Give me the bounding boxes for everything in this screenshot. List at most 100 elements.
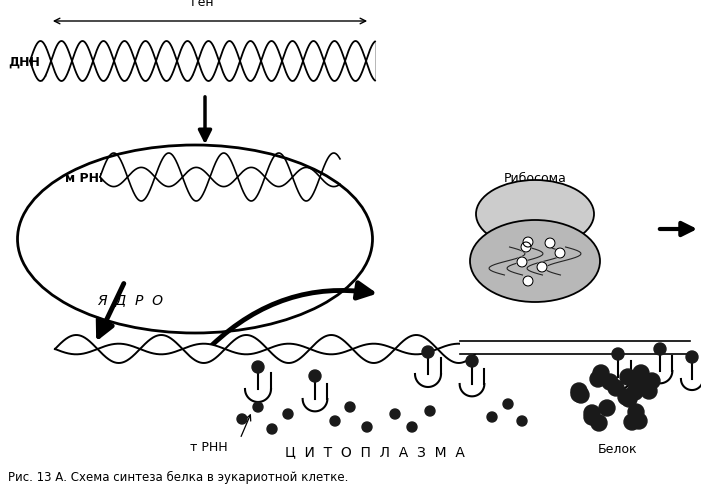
Text: Я  Д  Р  О: Я Д Р О bbox=[97, 292, 163, 306]
Circle shape bbox=[537, 262, 547, 272]
Circle shape bbox=[253, 402, 263, 412]
Circle shape bbox=[618, 389, 634, 405]
Text: Рибосома: Рибосома bbox=[503, 171, 566, 184]
Polygon shape bbox=[240, 42, 261, 82]
Circle shape bbox=[407, 422, 417, 432]
Ellipse shape bbox=[476, 181, 594, 248]
Circle shape bbox=[555, 248, 565, 258]
Polygon shape bbox=[483, 341, 505, 354]
Circle shape bbox=[631, 413, 647, 429]
Circle shape bbox=[545, 239, 555, 248]
Polygon shape bbox=[268, 344, 310, 363]
Polygon shape bbox=[345, 42, 366, 82]
Polygon shape bbox=[121, 160, 139, 201]
Polygon shape bbox=[200, 156, 220, 199]
Polygon shape bbox=[220, 154, 240, 187]
Polygon shape bbox=[304, 42, 324, 82]
Circle shape bbox=[521, 242, 531, 253]
Polygon shape bbox=[114, 42, 135, 82]
Circle shape bbox=[633, 365, 649, 381]
Circle shape bbox=[612, 348, 624, 360]
Circle shape bbox=[425, 406, 435, 416]
Circle shape bbox=[237, 414, 247, 424]
Polygon shape bbox=[529, 341, 552, 354]
Text: Ц  И  Т  О  П  Л  А  З  М  А: Ц И Т О П Л А З М А bbox=[285, 444, 465, 458]
Circle shape bbox=[686, 351, 698, 363]
Polygon shape bbox=[156, 42, 177, 82]
Circle shape bbox=[390, 409, 400, 419]
Circle shape bbox=[573, 387, 589, 403]
Circle shape bbox=[593, 365, 609, 381]
Polygon shape bbox=[280, 154, 300, 196]
Text: Рис. 13 А. Схема синтеза белка в эукариотной клетке.: Рис. 13 А. Схема синтеза белка в эукарио… bbox=[8, 469, 348, 483]
Polygon shape bbox=[225, 335, 267, 355]
Polygon shape bbox=[353, 344, 395, 363]
Circle shape bbox=[252, 361, 264, 373]
Polygon shape bbox=[311, 335, 353, 355]
Circle shape bbox=[641, 383, 657, 399]
Polygon shape bbox=[552, 341, 575, 354]
Text: Белок: Белок bbox=[598, 442, 638, 455]
Text: ДНН: ДНН bbox=[8, 55, 40, 68]
Circle shape bbox=[345, 402, 355, 412]
Circle shape bbox=[309, 370, 321, 382]
Polygon shape bbox=[667, 341, 690, 354]
Polygon shape bbox=[219, 42, 240, 82]
Circle shape bbox=[487, 412, 497, 422]
Polygon shape bbox=[135, 42, 156, 82]
Polygon shape bbox=[97, 344, 139, 363]
Circle shape bbox=[627, 384, 643, 400]
Circle shape bbox=[590, 371, 606, 387]
Polygon shape bbox=[140, 335, 182, 355]
Polygon shape bbox=[183, 344, 224, 363]
Circle shape bbox=[591, 415, 607, 431]
Circle shape bbox=[621, 391, 637, 407]
Polygon shape bbox=[160, 154, 180, 187]
Circle shape bbox=[523, 276, 533, 287]
Polygon shape bbox=[366, 43, 375, 81]
Text: м РНН: м РНН bbox=[65, 171, 109, 184]
Circle shape bbox=[422, 346, 434, 358]
Polygon shape bbox=[240, 168, 260, 201]
Polygon shape bbox=[645, 341, 667, 354]
Polygon shape bbox=[282, 42, 303, 82]
Circle shape bbox=[584, 405, 600, 421]
Text: Ген: Ген bbox=[191, 0, 215, 9]
Circle shape bbox=[620, 369, 636, 385]
Circle shape bbox=[517, 257, 527, 268]
Ellipse shape bbox=[470, 221, 600, 302]
Polygon shape bbox=[93, 42, 114, 82]
Polygon shape bbox=[180, 168, 200, 201]
Circle shape bbox=[599, 400, 615, 416]
Circle shape bbox=[571, 383, 587, 399]
Polygon shape bbox=[51, 42, 72, 82]
Polygon shape bbox=[576, 341, 598, 354]
Polygon shape bbox=[599, 341, 621, 354]
Circle shape bbox=[644, 373, 660, 389]
Polygon shape bbox=[320, 154, 340, 187]
Polygon shape bbox=[177, 42, 198, 82]
Polygon shape bbox=[438, 344, 480, 363]
Circle shape bbox=[629, 378, 645, 394]
Polygon shape bbox=[140, 165, 160, 201]
Circle shape bbox=[628, 404, 644, 420]
Circle shape bbox=[654, 343, 666, 355]
Polygon shape bbox=[100, 154, 120, 187]
Circle shape bbox=[571, 386, 587, 402]
Polygon shape bbox=[30, 42, 50, 82]
Polygon shape bbox=[325, 42, 345, 82]
Circle shape bbox=[608, 380, 624, 396]
Polygon shape bbox=[460, 341, 482, 354]
Circle shape bbox=[330, 416, 340, 426]
Polygon shape bbox=[198, 42, 219, 82]
Text: т РНН: т РНН bbox=[191, 440, 228, 454]
Polygon shape bbox=[55, 335, 97, 355]
Circle shape bbox=[267, 424, 277, 434]
Circle shape bbox=[624, 414, 640, 430]
Polygon shape bbox=[300, 168, 320, 201]
Polygon shape bbox=[622, 341, 644, 354]
Circle shape bbox=[466, 355, 478, 367]
Circle shape bbox=[523, 238, 533, 247]
Polygon shape bbox=[260, 154, 280, 191]
Circle shape bbox=[362, 422, 372, 432]
